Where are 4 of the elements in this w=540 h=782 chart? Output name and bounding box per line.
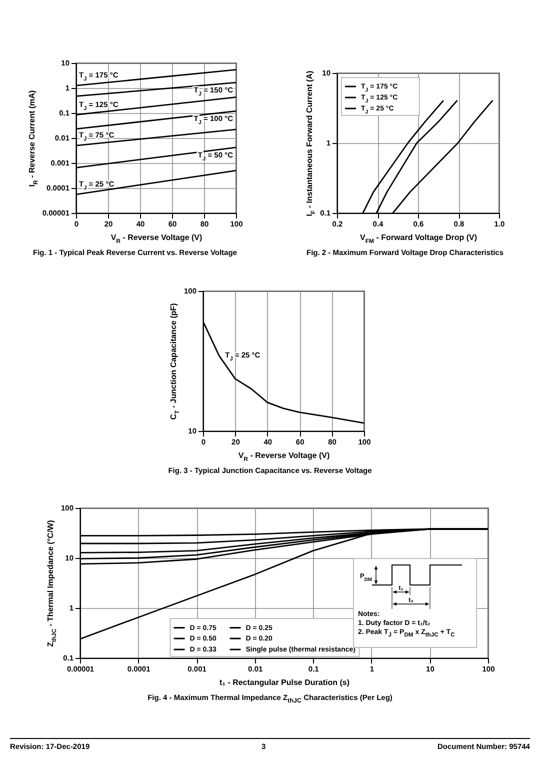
x-axis-title: V$_{R}$ - Reverse Voltage (V) <box>238 451 330 463</box>
x-axis-title: t₁ - Rectangular Pulse Duration (s) <box>219 678 350 687</box>
x-axis-title: V$_{R}$ - Reverse Voltage (V) <box>110 233 203 245</box>
x-axis-title: V$_{FM}$ - Forward Voltage Drop (V) <box>360 233 478 245</box>
